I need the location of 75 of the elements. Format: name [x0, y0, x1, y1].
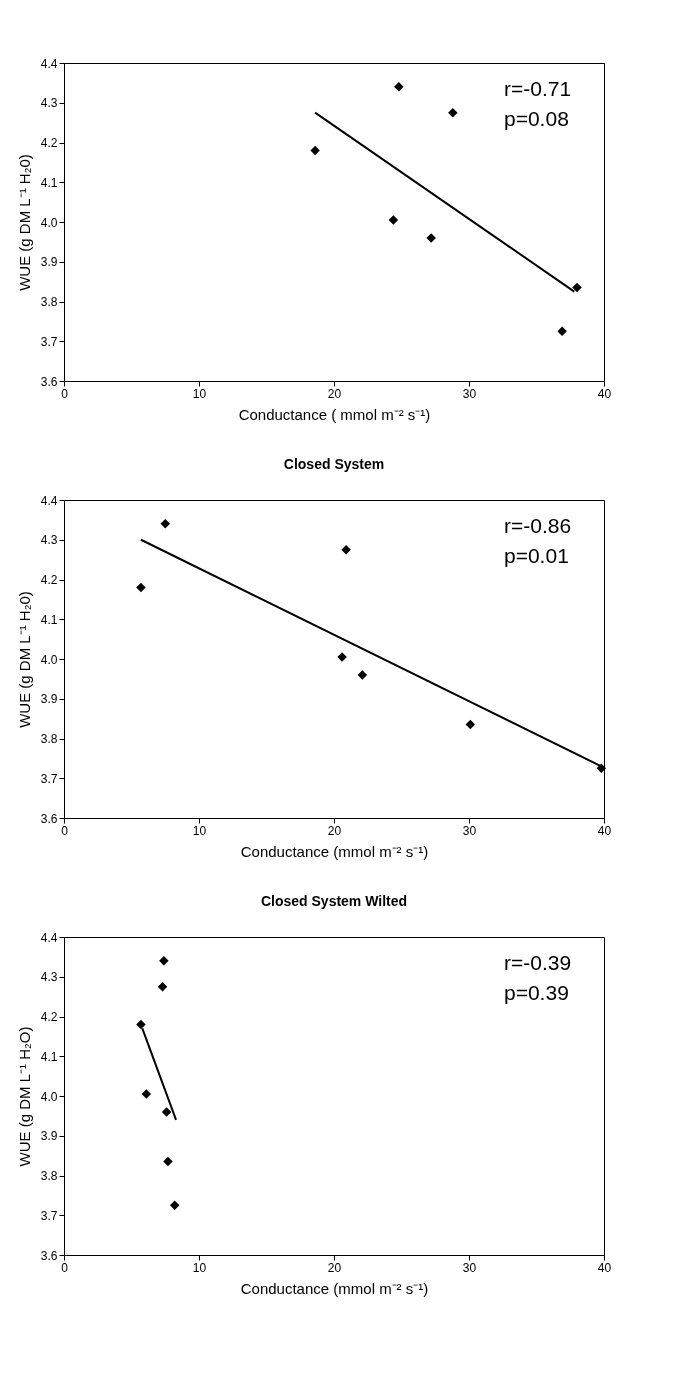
x-tick-label: 10 [192, 386, 207, 401]
y-tick-label: 3.9 [40, 255, 58, 270]
x-tick-label: 40 [597, 386, 612, 401]
y-tick-label: 4.0 [40, 1089, 58, 1104]
y-tick-label: 4.2 [40, 573, 58, 587]
x-axis-title: Conductance ( mmol m⁻² s⁻¹) [238, 405, 431, 423]
y-tick-label: 4.1 [40, 175, 58, 190]
annotation: r=-0.39 [504, 951, 572, 974]
point [357, 670, 368, 680]
point [169, 1200, 180, 1211]
point [157, 981, 168, 992]
y-tick-label: 4.2 [40, 1010, 58, 1024]
y-tick-label: 4.0 [40, 652, 58, 667]
y-tick-label: 4.2 [40, 136, 58, 150]
x-tick-label: 10 [192, 823, 207, 838]
x-tick-label: 20 [327, 823, 342, 838]
annotation: p=0.01 [504, 544, 569, 567]
y-tick-label: 4.4 [40, 56, 58, 71]
chart-title: Closed System Wilted [260, 893, 408, 909]
y-tick-label: 3.8 [40, 1169, 58, 1183]
x-tick-label: 40 [597, 823, 612, 838]
y-tick-label: 4.3 [40, 970, 58, 985]
point [394, 82, 404, 92]
point [310, 145, 320, 156]
x-tick-label: 0 [61, 823, 69, 838]
y-tick-label: 3.6 [40, 1248, 58, 1263]
y-tick-label: 3.9 [40, 692, 58, 707]
y-axis-title: WUE (g DM L⁻¹ H₂0) [15, 154, 33, 291]
y-tick-label: 3.7 [40, 1208, 58, 1223]
point [465, 719, 476, 730]
point [136, 582, 146, 593]
point [341, 544, 351, 555]
x-tick-label: 20 [327, 1260, 342, 1275]
y-tick-label: 4.0 [40, 215, 58, 230]
x-tick-label: 30 [462, 823, 477, 838]
x-tick-label: 30 [462, 386, 477, 401]
point [388, 215, 399, 225]
x-tick-label: 0 [61, 1260, 69, 1275]
x-axis-title: Conductance (mmol m⁻² s⁻¹) [240, 1279, 429, 1297]
annotation: r=-0.86 [504, 514, 572, 537]
x-tick-label: 10 [192, 1260, 207, 1275]
x-tick-label: 20 [327, 386, 342, 401]
point [572, 282, 582, 293]
chart-title: Closed System [283, 456, 385, 472]
annotation: p=0.08 [504, 107, 569, 130]
y-tick-label: 3.9 [40, 1129, 58, 1144]
point [141, 1089, 152, 1099]
y-tick-label: 4.1 [40, 612, 58, 627]
annotation: r=-0.71 [504, 77, 572, 100]
point [160, 519, 170, 529]
y-tick-label: 3.7 [40, 334, 58, 349]
x-tick-label: 30 [462, 1260, 477, 1275]
x-axis-title: Conductance (mmol m⁻² s⁻¹) [240, 842, 429, 860]
point [136, 1019, 146, 1030]
y-axis-title: WUE (g DM L⁻¹ H₂0) [15, 591, 33, 728]
point [161, 1107, 172, 1117]
y-tick-label: 4.4 [40, 493, 58, 508]
y-tick-label: 4.3 [40, 96, 58, 111]
point [163, 1156, 173, 1167]
point [448, 107, 458, 118]
y-tick-label: 4.3 [40, 533, 58, 548]
y-tick-label: 4.1 [40, 1049, 58, 1064]
point [426, 233, 436, 243]
point [159, 956, 169, 966]
y-tick-label: 3.7 [40, 771, 58, 786]
y-tick-label: 3.6 [40, 374, 58, 389]
y-axis-title: WUE (g DM L⁻¹ H₂O) [15, 1026, 33, 1167]
y-tick-label: 3.8 [40, 732, 58, 746]
point [557, 326, 567, 337]
annotation: p=0.39 [504, 981, 569, 1004]
x-tick-label: 40 [597, 1260, 612, 1275]
y-tick-label: 4.4 [40, 930, 58, 945]
x-tick-label: 0 [61, 386, 69, 401]
y-tick-label: 3.6 [40, 811, 58, 826]
y-tick-label: 3.8 [40, 295, 58, 309]
